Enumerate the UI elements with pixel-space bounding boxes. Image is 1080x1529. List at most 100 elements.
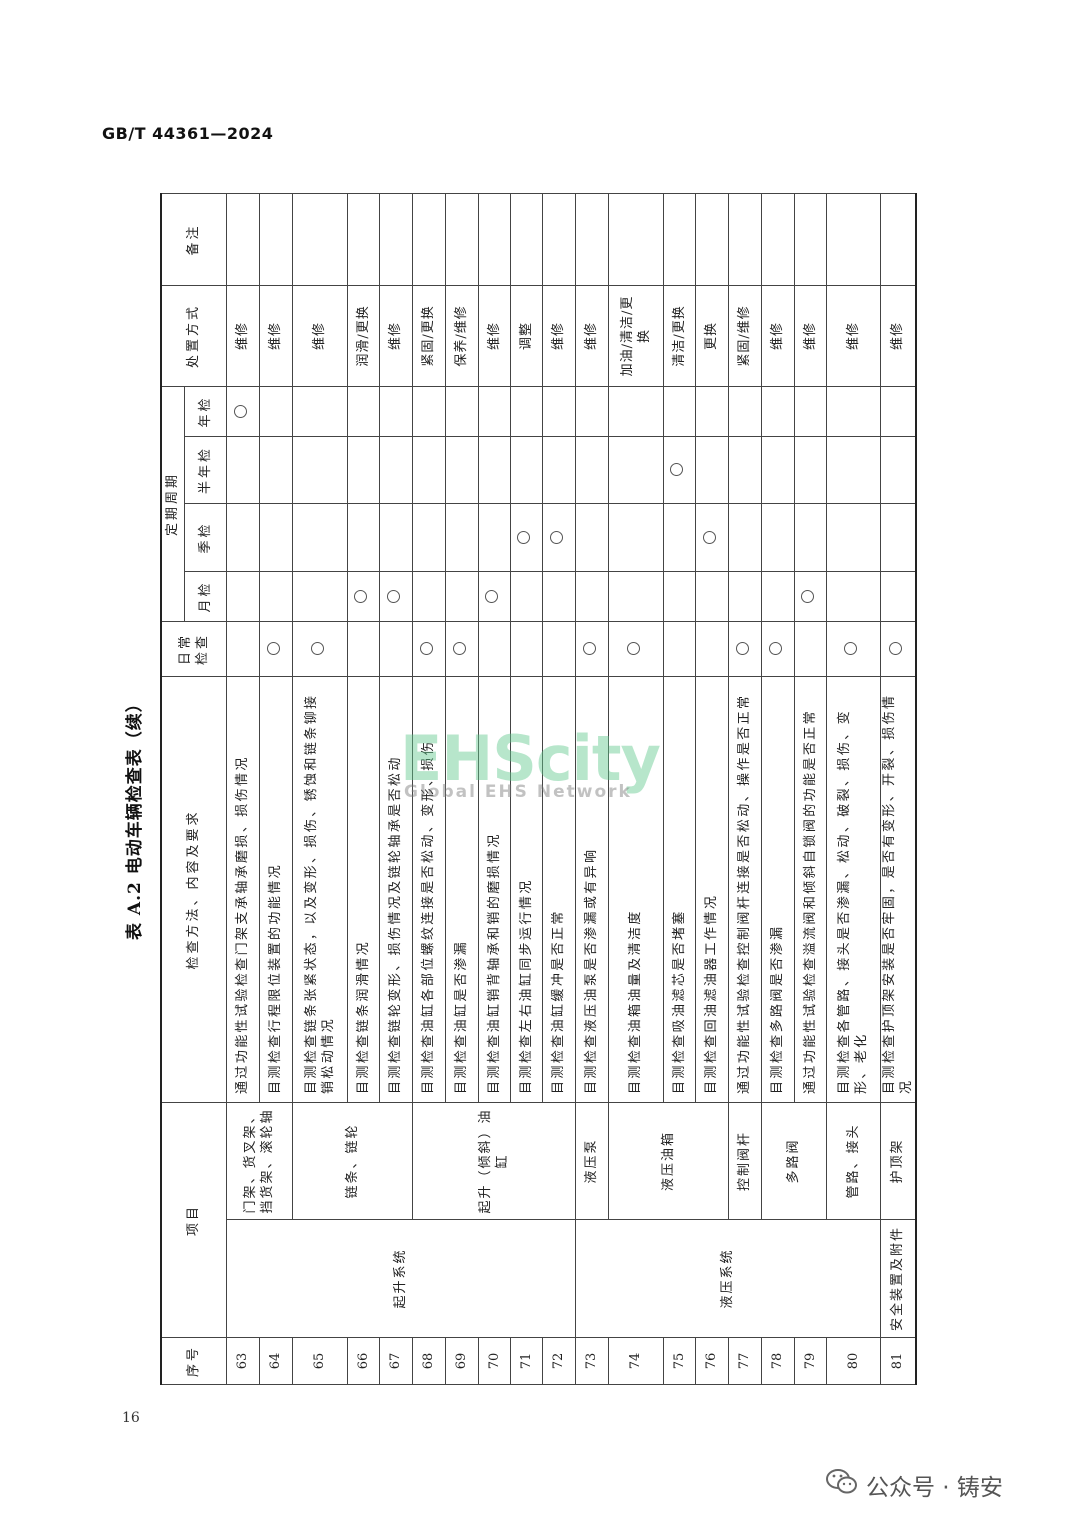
circle-mark-icon (233, 404, 247, 418)
check-semiannual (575, 436, 608, 504)
row-number: 76 (695, 1337, 728, 1385)
check-annual (761, 386, 794, 437)
method-cell: 目测检查行程限位装置的功能情况 (259, 676, 292, 1103)
check-monthly (761, 571, 794, 622)
header-periodic: 定期周期 (161, 386, 184, 622)
method-cell: 通过功能性试验检查控制阀杆连接是否松动、操作是否正常 (728, 676, 761, 1103)
subitem-cell: 液压油箱 (608, 1102, 728, 1220)
remark-cell (347, 193, 379, 286)
check-annual (259, 386, 292, 437)
table-title: 表 A.2 电动车辆检查表（续） (125, 694, 145, 940)
check-quarterly (761, 503, 794, 572)
circle-mark-icon (386, 589, 400, 603)
check-semiannual (379, 436, 412, 504)
check-semiannual (695, 436, 728, 504)
remark-cell (412, 193, 445, 286)
circle-mark-icon (452, 642, 466, 656)
check-monthly (880, 571, 916, 622)
check-daily (379, 621, 412, 677)
method-cell: 目测检查各管路、接头是否渗漏、松动、破裂、损伤、变形、老化 (826, 676, 880, 1103)
check-annual (575, 386, 608, 437)
subitem-cell: 起升（倾斜）油缸 (412, 1102, 575, 1220)
check-quarterly (412, 503, 445, 572)
check-monthly (510, 571, 542, 622)
check-semiannual (794, 436, 826, 504)
remark-cell (445, 193, 478, 286)
action-cell: 维修 (478, 285, 510, 387)
check-semiannual (728, 436, 761, 504)
check-annual (728, 386, 761, 437)
action-cell: 维修 (226, 285, 259, 387)
check-quarterly (542, 503, 575, 572)
remark-cell (542, 193, 575, 286)
remark-cell (826, 193, 880, 286)
check-monthly (445, 571, 478, 622)
check-quarterly (259, 503, 292, 572)
check-annual (347, 386, 379, 437)
subitem-cell: 门架、货叉架、挡货架、滚轮轴 (226, 1102, 292, 1220)
check-semiannual (761, 436, 794, 504)
table-row: 77 控制阀杆 通过功能性试验检查控制阀杆连接是否松动、操作是否正常 紧固/维修 (728, 193, 761, 1385)
check-monthly (695, 571, 728, 622)
circle-mark-icon (888, 642, 902, 656)
remark-cell (880, 193, 916, 286)
action-cell: 清洁/更换 (663, 285, 695, 387)
circle-mark-icon (354, 589, 367, 603)
check-daily (347, 621, 379, 677)
check-monthly (292, 571, 347, 622)
check-daily (826, 621, 880, 677)
check-quarterly (347, 503, 379, 572)
check-annual (695, 386, 728, 437)
check-annual (794, 386, 826, 437)
check-monthly (478, 571, 510, 622)
row-number: 77 (728, 1337, 761, 1385)
header-semiannual: 半年检 (184, 436, 226, 504)
check-daily (728, 621, 761, 677)
remark-cell (379, 193, 412, 286)
row-number: 80 (826, 1337, 880, 1385)
header-remark: 备注 (161, 193, 226, 286)
check-annual (379, 386, 412, 437)
action-cell: 维修 (761, 285, 794, 387)
check-quarterly (379, 503, 412, 572)
row-number: 73 (575, 1337, 608, 1385)
remark-cell (575, 193, 608, 286)
method-cell: 目测检查链条张紧状态，以及变形、损伤、锈蚀和链条铆接销松动情况 (292, 676, 347, 1103)
header-item: 项目 (161, 1102, 226, 1338)
table-row: 80 管路、接头 目测检查各管路、接头是否渗漏、松动、破裂、损伤、变形、老化 维修 (826, 193, 880, 1385)
header-monthly: 月检 (184, 571, 226, 622)
check-quarterly (880, 503, 916, 572)
header-method: 检查方法、内容及要求 (161, 676, 226, 1103)
action-cell: 维修 (292, 285, 347, 387)
check-annual (510, 386, 542, 437)
remark-cell (695, 193, 728, 286)
check-annual (663, 386, 695, 437)
check-semiannual (542, 436, 575, 504)
remark-cell (478, 193, 510, 286)
action-cell: 维修 (826, 285, 880, 387)
table-row: 63 起升系统 门架、货叉架、挡货架、滚轮轴 通过功能性试验检查门架支承轴承磨损、损伤… (226, 193, 575, 1385)
check-quarterly (663, 503, 695, 572)
check-monthly (259, 571, 292, 622)
subitem-cell: 护顶架 (880, 1102, 916, 1220)
check-quarterly (510, 503, 542, 572)
row-number: 75 (663, 1337, 695, 1385)
circle-mark-icon (768, 642, 782, 656)
check-semiannual (478, 436, 510, 504)
action-cell: 加油/清洁/更换 (608, 285, 663, 387)
row-number: 79 (794, 1337, 826, 1385)
method-cell: 目测检查吸油滤芯是否堵塞 (663, 676, 695, 1103)
check-daily (259, 621, 292, 677)
row-number: 67 (379, 1337, 412, 1385)
check-annual (542, 386, 575, 437)
check-annual (292, 386, 347, 437)
check-semiannual (292, 436, 347, 504)
check-daily (880, 621, 916, 677)
method-cell: 通过功能性试验检查门架支承轴承磨损、损伤情况 (226, 676, 259, 1103)
action-cell: 润滑/更换 (347, 285, 379, 387)
check-daily (575, 621, 608, 677)
check-annual (478, 386, 510, 437)
row-number: 65 (292, 1337, 347, 1385)
circle-mark-icon (844, 642, 857, 656)
footer-account: 公众号 · 铸安 (826, 1468, 1003, 1502)
